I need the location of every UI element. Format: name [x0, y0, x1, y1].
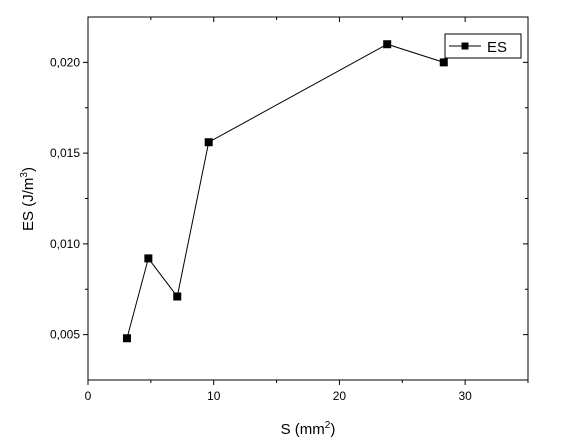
y-tick-label: 0,015 [50, 146, 80, 160]
y-axis-title: ES (J/m3) [19, 167, 37, 231]
legend-marker [461, 42, 469, 50]
data-point [144, 254, 153, 263]
series-layer [122, 40, 448, 343]
data-point [173, 292, 182, 301]
x-tick-label: 0 [85, 389, 92, 403]
data-point [439, 58, 448, 67]
y-tick-label: 0,010 [50, 237, 80, 251]
legend-label: ES [487, 39, 507, 56]
x-tick-label: 10 [207, 389, 221, 403]
y-axis-ticks: 0,005 0,010 0,015 0,020 [50, 55, 528, 342]
x-tick-label: 30 [458, 389, 472, 403]
x-tick-label: 20 [333, 389, 347, 403]
x-axis-ticks: 0 10 20 30 [85, 17, 529, 403]
data-point [204, 138, 213, 147]
series-line [126, 43, 444, 339]
plot-area [87, 16, 529, 381]
y-tick-label: 0,005 [50, 328, 80, 342]
data-point [383, 40, 392, 49]
y-tick-label: 0,020 [50, 55, 80, 69]
data-point [122, 334, 131, 343]
legend: ES [444, 33, 522, 59]
x-axis-title: S (mm2) [281, 420, 336, 438]
